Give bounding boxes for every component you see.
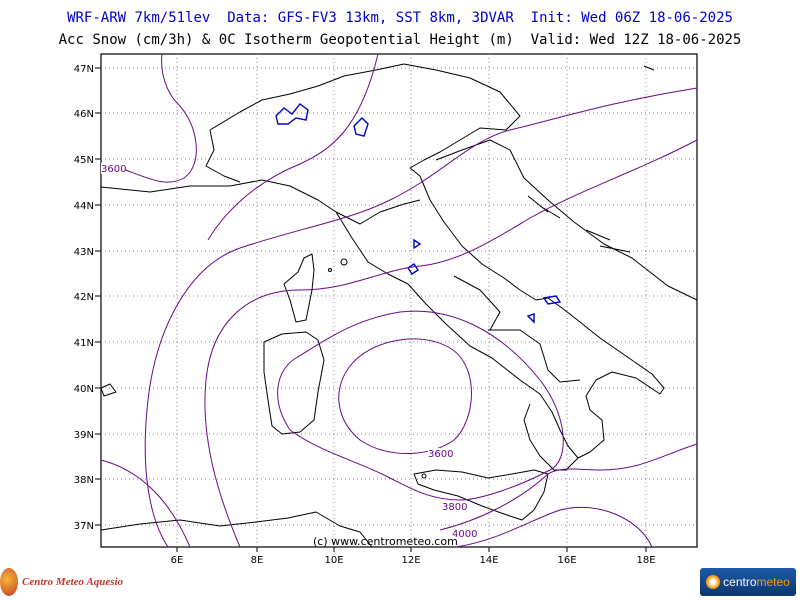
lat-label-40n: 40N: [74, 384, 94, 395]
coastlines: [100, 63, 698, 548]
lat-label-38n: 38N: [74, 475, 94, 486]
lon-label-12e: 12E: [401, 555, 420, 566]
lon-label-16e: 16E: [557, 555, 576, 566]
centrometeo-logo[interactable]: centrometeo: [700, 568, 796, 596]
logo-right-brand: centro: [723, 575, 757, 589]
map-frame: [100, 53, 698, 548]
lon-label-10e: 10E: [324, 555, 343, 566]
centro-meteo-aquesio-logo[interactable]: Centro Meteo Aquesio: [0, 566, 123, 598]
contour-label-3800: 3800: [442, 502, 467, 513]
sun-icon: [706, 575, 721, 589]
axis-ticks: [95, 67, 647, 552]
graticule: [101, 54, 697, 547]
logo-right-brand-accent: meteo: [756, 575, 790, 589]
lat-label-46n: 46N: [74, 109, 94, 120]
lat-label-44n: 44N: [74, 201, 94, 212]
lon-label-8e: 8E: [251, 555, 264, 566]
header-line-field: Acc Snow (cm/3h) & 0C Isotherm Geopotent…: [58, 32, 742, 48]
copyright-text: (c) www.centrometeo.com: [313, 535, 458, 548]
lat-label-39n: 39N: [74, 430, 94, 441]
lat-label-45n: 45N: [74, 155, 94, 166]
lat-label-41n: 41N: [74, 338, 94, 349]
lat-label-47n: 47N: [74, 64, 94, 75]
lat-label-37n: 37N: [74, 521, 94, 532]
logo-emblem-icon: [0, 568, 18, 596]
lon-label-18e: 18E: [636, 555, 655, 566]
isotherm-contours: [100, 53, 698, 548]
lakes: [275, 103, 562, 324]
contour-label-3600: 3600: [428, 449, 453, 460]
contour-label-edge: 3600: [101, 164, 126, 175]
lat-label-43n: 43N: [74, 247, 94, 258]
logo-left-text: Centro Meteo Aquesio: [22, 576, 124, 588]
lon-label-6e: 6E: [171, 555, 184, 566]
lon-label-14e: 14E: [479, 555, 498, 566]
header-line-model: WRF-ARW 7km/51lev Data: GFS-FV3 13km, SS…: [67, 10, 733, 26]
contour-label-4000: 4000: [452, 529, 477, 540]
lat-label-42n: 42N: [74, 292, 94, 303]
contour-labels: 3600 3600 3800 4000: [101, 163, 480, 540]
